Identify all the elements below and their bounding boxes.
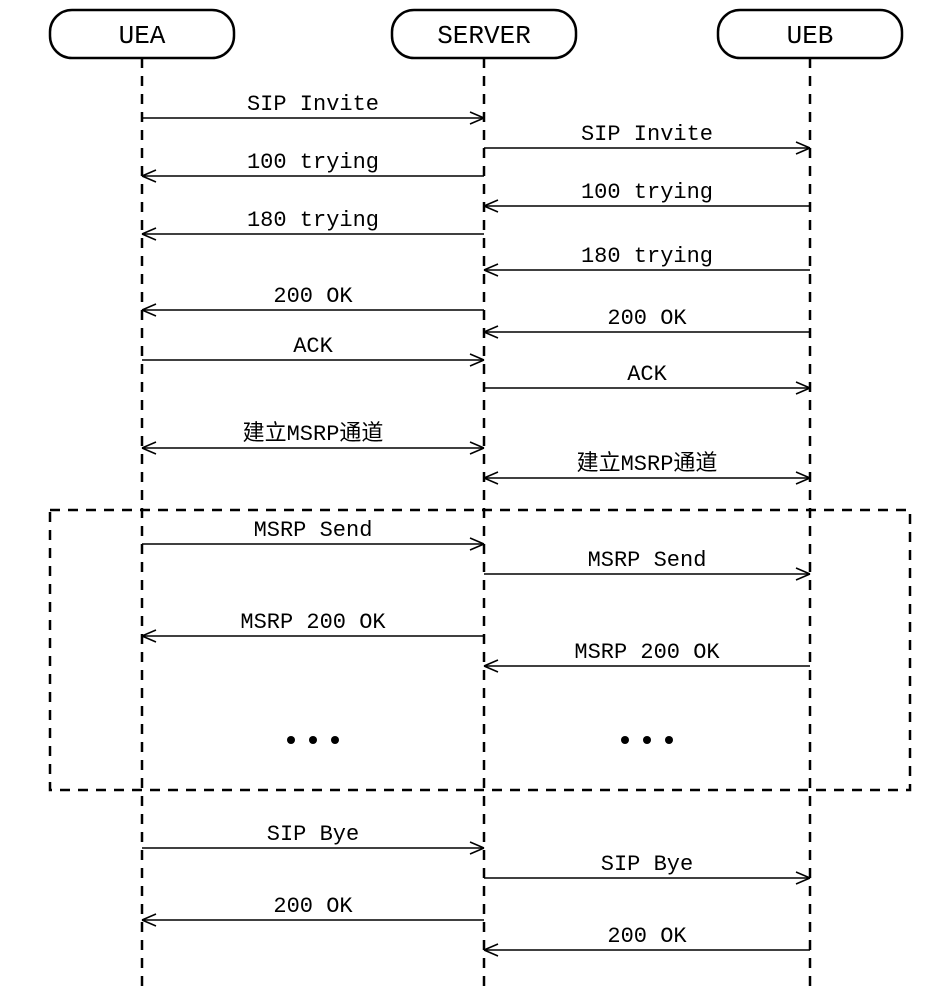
ellipsis-dot	[287, 736, 295, 744]
message-label: MSRP 200 OK	[240, 610, 386, 635]
message-label: 200 OK	[273, 894, 353, 919]
message-label: 180 trying	[247, 208, 379, 233]
message-label: MSRP Send	[588, 548, 707, 573]
message-label: 200 OK	[607, 306, 687, 331]
message-label: 200 OK	[273, 284, 353, 309]
participant-label: UEB	[787, 21, 834, 51]
message-label: ACK	[293, 334, 333, 359]
ellipsis-dot	[309, 736, 317, 744]
ellipsis-dot	[331, 736, 339, 744]
message-label: ACK	[627, 362, 667, 387]
message-label: MSRP Send	[254, 518, 373, 543]
message-label: 建立MSRP通道	[577, 451, 718, 477]
message-label: 100 trying	[581, 180, 713, 205]
participant-label: UEA	[119, 21, 166, 51]
ellipsis-dot	[621, 736, 629, 744]
message-label: 100 trying	[247, 150, 379, 175]
message-label: MSRP 200 OK	[574, 640, 720, 665]
message-label: SIP Invite	[247, 92, 379, 117]
message-label: 200 OK	[607, 924, 687, 949]
msrp-loop-box	[50, 510, 910, 790]
message-label: 建立MSRP通道	[243, 421, 384, 447]
message-label: 180 trying	[581, 244, 713, 269]
sequence-diagram: UEA SERVER UEB SIP Invite 100 trying 180 tryi…	[0, 0, 936, 1000]
ellipsis-dot	[665, 736, 673, 744]
message-label: SIP Invite	[581, 122, 713, 147]
message-label: SIP Bye	[601, 852, 693, 877]
participant-label: SERVER	[437, 21, 531, 51]
message-label: SIP Bye	[267, 822, 359, 847]
ellipsis-dot	[643, 736, 651, 744]
